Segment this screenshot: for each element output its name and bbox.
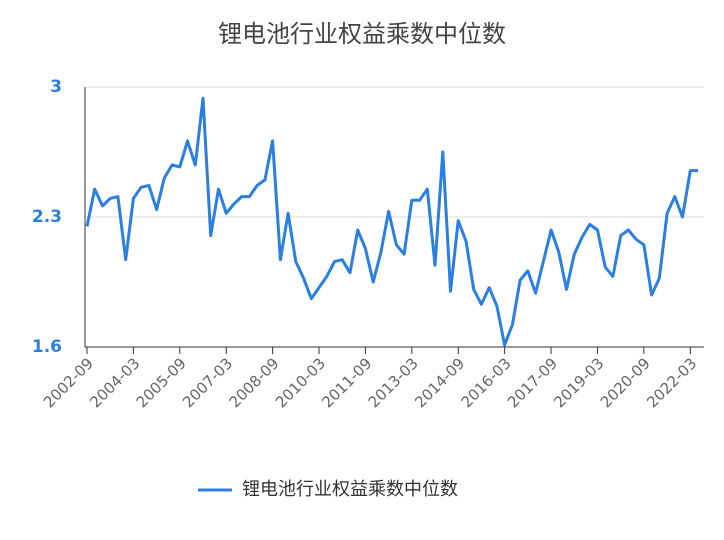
- x-tick-label: 2022-03: [643, 354, 700, 411]
- x-tick-label: 2008-09: [226, 354, 283, 411]
- x-tick-label: 2016-03: [458, 354, 515, 411]
- x-tick-label: 2007-03: [179, 354, 236, 411]
- x-tick-label: 2014-09: [411, 354, 468, 411]
- chart-title: 锂电池行业权益乘数中位数: [218, 20, 506, 48]
- data-line: [85, 96, 698, 347]
- y-tick-label: 1.6: [32, 337, 62, 357]
- x-tick-label: 2010-03: [272, 354, 329, 411]
- x-tick-label: 2002-09: [40, 354, 97, 411]
- x-tick-label: 2005-09: [133, 354, 190, 411]
- x-tick-label: 2013-03: [365, 354, 422, 411]
- x-tick-label: 2019-03: [550, 354, 607, 411]
- x-tick-label: 2011-09: [318, 354, 375, 411]
- x-tick-label: 2004-03: [86, 354, 143, 411]
- legend-label: 锂电池行业权益乘数中位数: [242, 479, 458, 500]
- x-tick-label: 2017-09: [504, 354, 561, 411]
- x-tick-label: 2020-09: [597, 354, 654, 411]
- y-tick-label: 3: [50, 77, 62, 97]
- y-tick-label: 2.3: [32, 207, 62, 227]
